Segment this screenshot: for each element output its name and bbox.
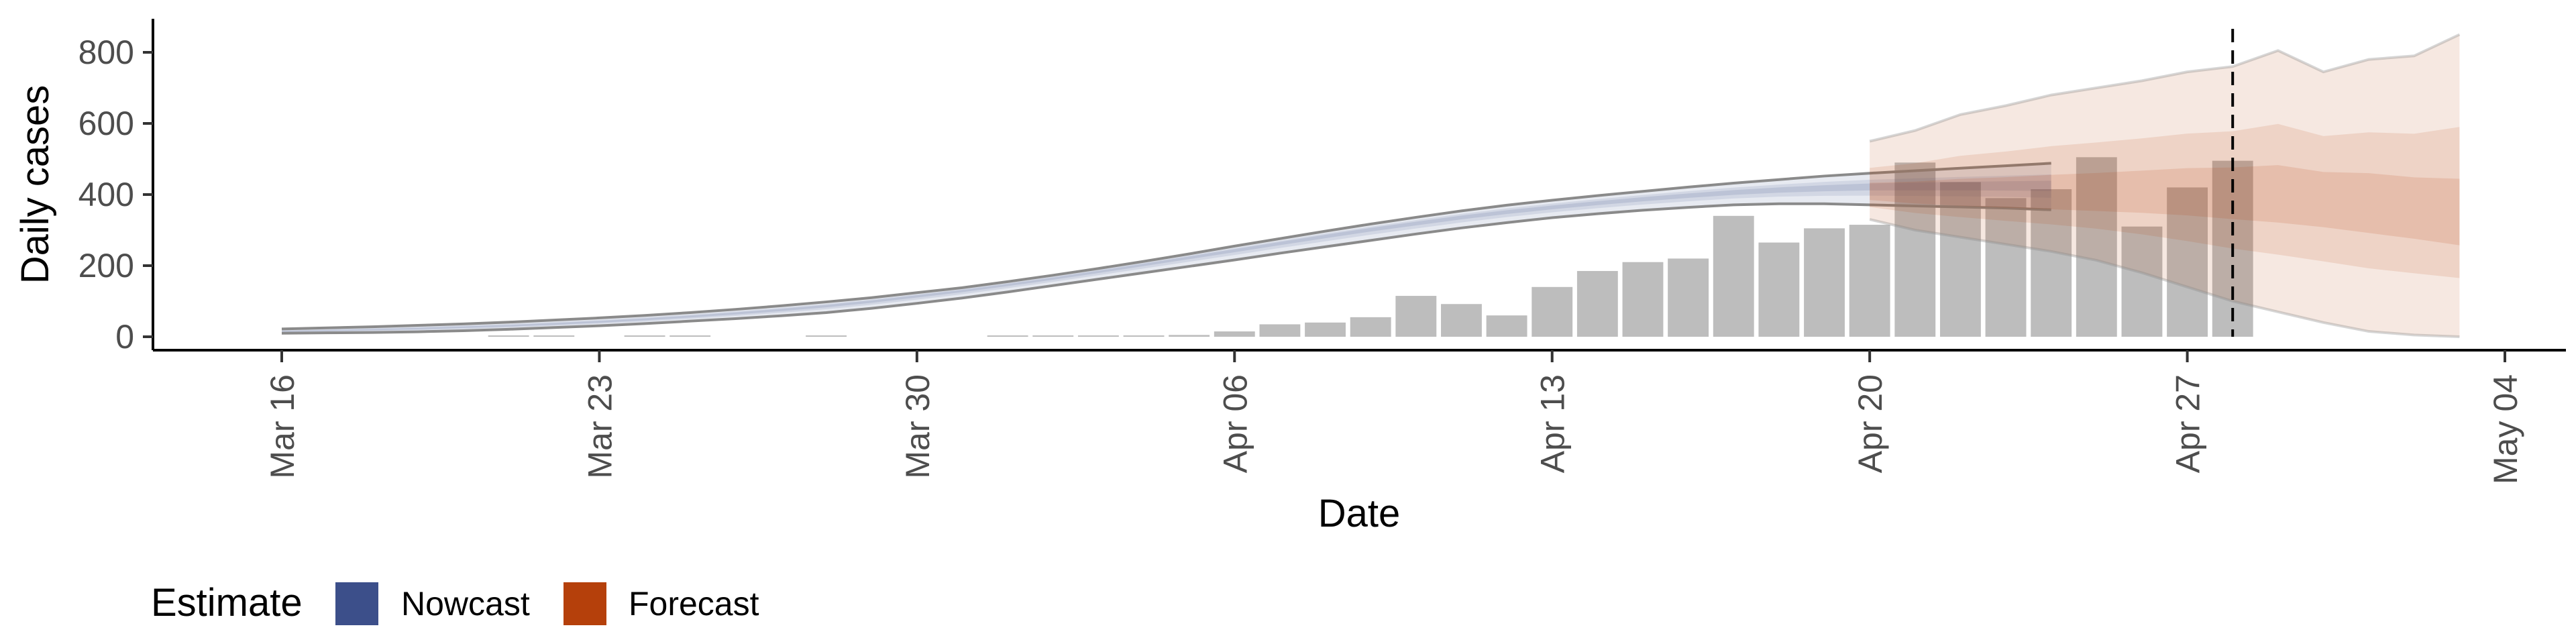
y-ticks: 0 200 400 600 800	[78, 34, 153, 356]
bar-2020-04-19	[1804, 228, 1845, 337]
x-tick-label-2020-03-23: Mar 23	[581, 374, 619, 479]
bar-2020-04-23	[1985, 198, 2027, 337]
bar-2020-04-15	[1622, 262, 1664, 337]
x-tick-label-2020-04-20: Apr 20	[1851, 374, 1889, 473]
legend-label-nowcast: Nowcast	[401, 585, 530, 623]
x-tick-label-2020-04-06: Apr 06	[1216, 374, 1254, 473]
bar-2020-04-07	[1259, 324, 1301, 337]
bar-2020-04-01	[987, 335, 1028, 337]
bar-2020-03-25	[669, 335, 711, 337]
x-tick-label-2020-04-27: Apr 27	[2169, 374, 2207, 473]
bar-2020-04-25	[2076, 157, 2117, 337]
bar-2020-04-18	[1758, 242, 1800, 337]
legend: Estimate Nowcast Forecast	[151, 581, 759, 625]
lower-line-nowcast	[281, 202, 2051, 335]
ribbon-mid-nowcast	[282, 174, 2051, 333]
y-axis-title: Daily cases	[13, 85, 57, 284]
axes: 0 200 400 600 800 Mar 16 Mar 23 Mar 30 Apr 06 Ap…	[13, 19, 2566, 535]
bar-2020-04-27	[2167, 187, 2208, 337]
plot-area	[281, 29, 2461, 338]
bar-2020-04-24	[2031, 189, 2072, 337]
x-tick-label-2020-05-04: May 04	[2487, 374, 2524, 484]
bar-2020-04-16	[1668, 258, 1709, 337]
bar-2020-04-12	[1486, 315, 1527, 337]
y-tick-label-400: 400	[78, 176, 134, 213]
bar-2020-04-10	[1395, 296, 1437, 337]
legend-swatch-forecast	[564, 582, 606, 625]
bar-2020-04-20	[1849, 225, 1890, 337]
legend-title: Estimate	[151, 581, 303, 625]
bar-2020-04-11	[1441, 304, 1482, 337]
bar-2020-04-26	[2121, 226, 2163, 337]
y-tick-label-600: 600	[78, 105, 134, 142]
ribbon-outer-nowcast	[282, 163, 2051, 333]
bar-2020-04-14	[1576, 270, 1618, 337]
bar-2020-04-13	[1532, 286, 1573, 337]
y-tick-label-200: 200	[78, 247, 134, 284]
ribbon-mid-forecast	[1870, 123, 2460, 278]
upper-line-nowcast	[281, 162, 2051, 331]
legend-swatch-nowcast	[335, 582, 378, 625]
bar-2020-03-22	[533, 335, 575, 337]
bar-2020-04-05	[1169, 335, 1210, 337]
ribbon-inner-forecast	[1870, 165, 2460, 246]
bar-2020-04-06	[1214, 331, 1255, 337]
ribbon-outer-forecast	[1870, 34, 2460, 337]
bar-2020-03-21	[488, 335, 529, 337]
y-tick-label-800: 800	[78, 34, 134, 71]
bar-2020-04-04	[1123, 335, 1165, 337]
x-axis-title: Date	[1318, 492, 1401, 535]
bar-2020-04-02	[1032, 335, 1074, 337]
x-tick-label-2020-03-30: Mar 30	[899, 374, 936, 479]
y-tick-label-0: 0	[115, 318, 134, 356]
x-tick-label-2020-04-13: Apr 13	[1534, 374, 1572, 473]
x-tick-label-2020-03-16: Mar 16	[264, 374, 301, 479]
bar-2020-04-08	[1305, 322, 1346, 337]
x-ticks: Mar 16 Mar 23 Mar 30 Apr 06 Apr 13 Apr 20 Apr …	[264, 350, 2524, 484]
bar-2020-03-28	[806, 335, 847, 337]
bar-2020-03-24	[624, 335, 665, 337]
bar-2020-04-17	[1713, 215, 1754, 337]
upper-line-forecast	[1869, 33, 2461, 143]
bar-2020-04-03	[1077, 335, 1119, 337]
lower-line-forecast	[1869, 218, 2460, 338]
legend-label-forecast: Forecast	[629, 585, 759, 623]
bar-2020-04-09	[1350, 317, 1391, 337]
bar-2020-04-21	[1894, 162, 1936, 337]
